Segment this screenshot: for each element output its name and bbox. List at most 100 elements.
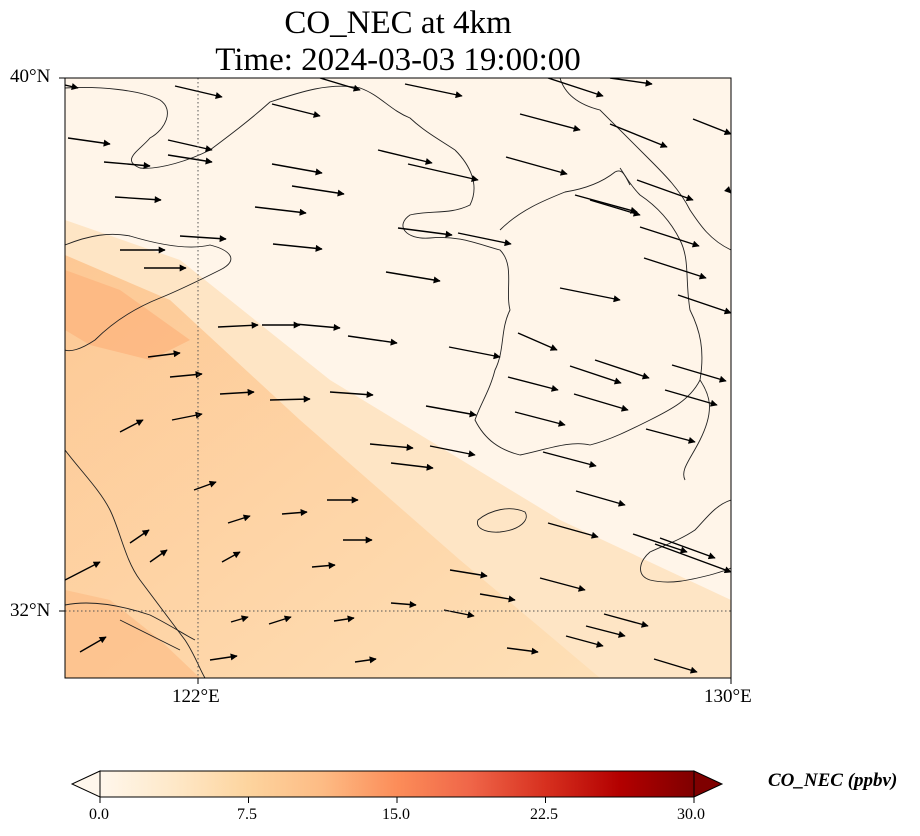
wind-arrow xyxy=(390,462,434,471)
wind-arrow xyxy=(193,480,217,491)
colorbar-extend-max xyxy=(693,770,724,798)
wind-arrow xyxy=(254,206,307,216)
colorbar-tick-label: 0.0 xyxy=(89,806,109,823)
wind-arrow xyxy=(407,163,479,183)
wind-arrow xyxy=(149,549,168,563)
wind-arrow xyxy=(653,658,698,674)
wind-arrow xyxy=(565,635,604,648)
wind-arrow xyxy=(114,196,162,204)
colorbar-extend-min xyxy=(70,770,101,798)
wind-arrow xyxy=(589,199,641,217)
wind-arrow xyxy=(449,569,488,579)
wind-arrow xyxy=(448,346,501,360)
wind-arrow xyxy=(268,615,292,625)
wind-arrow xyxy=(319,78,361,92)
wind-arrow xyxy=(425,405,477,418)
wind-arrow xyxy=(457,232,512,247)
korea-border xyxy=(499,170,631,231)
coastline-korea-south xyxy=(519,167,703,456)
wind-arrow xyxy=(147,350,181,358)
wind-arrow xyxy=(65,83,79,90)
wind-arrow xyxy=(429,445,476,458)
wind-arrow xyxy=(547,78,604,98)
colorbar-tick-label: 22.5 xyxy=(530,806,558,823)
map-area xyxy=(65,78,731,678)
wind-arrow xyxy=(547,522,599,539)
wind-arrow xyxy=(643,257,707,280)
co-plume-hotspot-south xyxy=(65,590,200,678)
wind-arrow xyxy=(609,78,653,87)
wind-arrow xyxy=(639,226,700,248)
wind-arrow xyxy=(575,490,626,507)
wind-arrow xyxy=(209,653,238,661)
wind-arrow xyxy=(329,391,374,399)
wind-arrow xyxy=(404,83,463,99)
wind-arrow xyxy=(272,243,323,252)
wind-arrow xyxy=(230,615,249,623)
wind-arrow xyxy=(333,615,355,623)
map-title-line1: CO_NEC at 4km xyxy=(284,5,512,41)
wind-arrow xyxy=(594,359,650,380)
coastline-bohai xyxy=(65,233,232,352)
wind-arrow xyxy=(377,149,433,165)
lat-label-32: 32°N xyxy=(10,600,51,621)
wind-arrow xyxy=(65,561,101,581)
wind-arrow xyxy=(354,656,377,664)
wind-arrow xyxy=(542,451,597,468)
wind-arrow xyxy=(119,419,144,433)
wind-arrow xyxy=(385,271,441,284)
wind-arrow xyxy=(632,533,688,554)
jeju-island xyxy=(477,508,527,533)
wind-arrow xyxy=(603,613,649,628)
wind-arrow xyxy=(271,103,321,118)
map-frame xyxy=(64,77,732,679)
wind-arrow xyxy=(390,601,417,608)
wind-arrow xyxy=(281,509,308,516)
wind-arrow xyxy=(507,376,559,392)
coastline-japan xyxy=(640,499,731,583)
wind-arrow xyxy=(671,364,727,383)
lat-label-40: 40°N xyxy=(10,66,51,87)
colorbar xyxy=(70,770,724,803)
map-title-line2: Time: 2024-03-03 19:00:00 xyxy=(215,42,581,78)
colorbar-label: CO_NEC (ppbv) xyxy=(768,770,898,791)
wind-arrow xyxy=(514,411,566,427)
wind-arrow xyxy=(369,443,414,451)
coastline-yangtze xyxy=(65,602,196,651)
wind-arrow xyxy=(654,543,731,574)
wind-arrow xyxy=(219,388,255,396)
wind-arrow xyxy=(347,335,398,346)
wind-arrow xyxy=(79,636,107,653)
wind-arrow xyxy=(167,139,213,153)
wind-arrow xyxy=(271,163,323,176)
coastline-korea-north-east xyxy=(559,78,731,251)
wind-arrow xyxy=(692,118,731,135)
coastline-china-east xyxy=(65,449,206,678)
wind-arrow xyxy=(645,428,696,444)
wind-arrow xyxy=(517,332,558,351)
wind-vectors xyxy=(65,78,731,674)
wind-arrow xyxy=(227,514,251,524)
colorbar-tick-label: 15.0 xyxy=(382,806,410,823)
wind-arrow xyxy=(291,185,345,197)
wind-arrow xyxy=(103,161,151,169)
wind-arrow xyxy=(664,389,718,407)
lon-label-122: 122°E xyxy=(172,686,220,707)
coastline-korea-west xyxy=(402,149,521,456)
wind-arrow xyxy=(169,371,203,379)
wind-arrow xyxy=(167,154,213,165)
wind-arrow xyxy=(129,529,150,544)
wind-arrow xyxy=(519,113,581,132)
wind-arrow xyxy=(505,156,568,176)
wind-arrow xyxy=(397,227,453,238)
wind-arrow xyxy=(574,194,638,214)
wind-arrow xyxy=(171,411,203,421)
wind-arrow xyxy=(67,137,111,147)
wind-arrow xyxy=(294,323,341,331)
wind-arrow xyxy=(573,393,629,412)
coastline-korea-east xyxy=(683,379,710,481)
wind-arrow xyxy=(559,287,621,303)
wind-arrow xyxy=(217,321,259,329)
co-plume-hotspot xyxy=(65,270,190,360)
